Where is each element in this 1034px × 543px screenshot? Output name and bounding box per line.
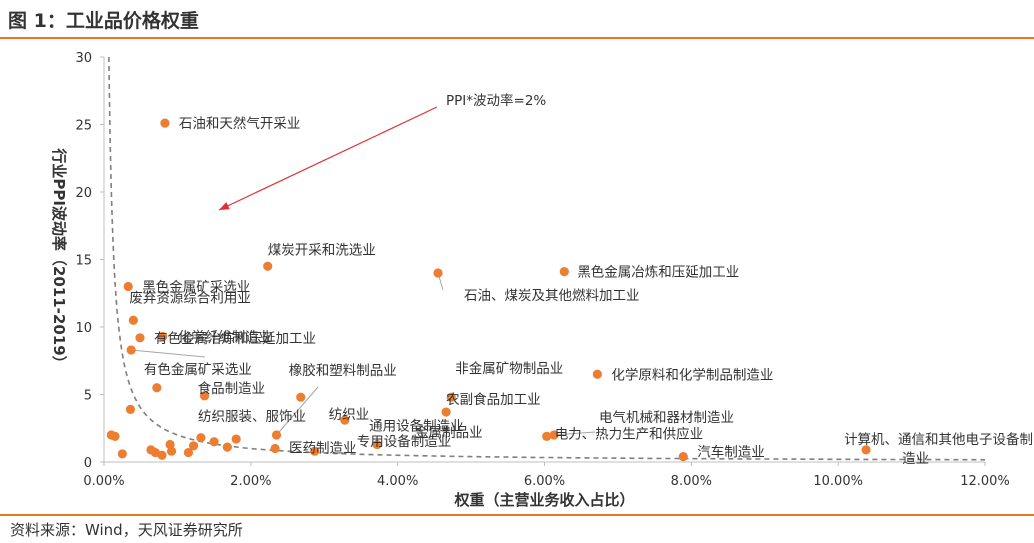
x-axis-title: 权重（主营业务收入占比） <box>453 491 634 509</box>
arrow-head <box>219 202 230 210</box>
data-label: 非金属矿物制品业 <box>455 361 563 377</box>
data-point <box>231 434 241 444</box>
data-label: 有色金属矿采选业 <box>144 361 252 378</box>
y-axis-title: 行业PPI波动率（2011-2019） <box>50 147 68 370</box>
data-point <box>542 431 552 441</box>
data-label: 煤炭开采和洗选业 <box>268 242 376 258</box>
data-label: 电气机械和器材制造业 <box>599 410 734 426</box>
x-tick-label: 0.00% <box>83 474 124 489</box>
data-point <box>123 281 133 292</box>
data-point <box>549 430 559 440</box>
x-tick-label: 10.00% <box>813 474 863 489</box>
data-point <box>152 383 162 393</box>
data-point <box>110 431 120 441</box>
x-tick-label: 12.00% <box>960 474 1010 489</box>
reference-curve-layer <box>108 56 986 461</box>
data-label: 金属制品业 <box>415 425 483 441</box>
data-label: 橡胶和塑料制品业 <box>289 362 397 379</box>
bottom-divider <box>0 514 1034 516</box>
y-tick-label: 10 <box>75 321 92 336</box>
data-label: 石油、煤炭及其他燃料加工业 <box>464 287 640 304</box>
data-point <box>441 407 451 417</box>
data-label: 有色金属冶炼和压延加工业 <box>154 330 316 347</box>
top-divider <box>0 37 1034 39</box>
data-label: 专用设备制造业 <box>357 433 452 450</box>
x-tick-label: 6.00% <box>524 474 565 489</box>
data-label: 医药制造业 <box>289 441 357 457</box>
data-point <box>678 452 688 462</box>
data-label: 电力、热力生产和供应业 <box>555 425 704 442</box>
data-label: 计算机、通信和其他电子设备制造业 <box>844 431 1033 467</box>
data-point <box>433 268 443 278</box>
data-point <box>263 261 273 271</box>
data-point <box>271 430 282 440</box>
y-tick-label: 25 <box>75 119 92 134</box>
data-label: 石油和天然气开采业 <box>179 115 301 132</box>
x-tick-label: 4.00% <box>377 474 418 489</box>
data-point <box>196 433 206 443</box>
y-tick-label: 15 <box>75 254 92 269</box>
data-label: 化学原料和化学制品制造业 <box>611 367 773 383</box>
data-label: 纺织服装、服饰业 <box>198 409 306 425</box>
data-point <box>372 439 382 450</box>
annotation: PPI*波动率=2% <box>218 92 546 211</box>
data-point <box>160 118 170 128</box>
reference-curve <box>108 56 986 461</box>
data-label: 黑色金属矿采选业 <box>142 279 250 296</box>
data-point <box>270 443 280 454</box>
data-point <box>592 369 602 379</box>
data-label: 汽车制造业 <box>697 444 765 461</box>
y-tick-label: 5 <box>84 389 92 404</box>
y-tick-label: 0 <box>84 456 92 471</box>
axes: 0.00% 2.00% 4.00% 6.00% 8.00% 10.00% 12.00% 0 5 1… <box>50 51 1010 509</box>
data-point <box>188 441 199 451</box>
x-tick-label: 8.00% <box>671 474 712 489</box>
y-tick-label: 20 <box>75 186 92 201</box>
data-point <box>126 345 136 355</box>
data-point <box>183 447 194 458</box>
data-label: 黑色金属冶炼和压延加工业 <box>577 264 739 281</box>
data-point <box>135 333 145 343</box>
data-point <box>861 445 871 455</box>
data-points <box>106 118 871 462</box>
data-point <box>128 315 138 325</box>
figure-title: 图 1：工业品价格权重 <box>8 10 199 32</box>
source-note: 资料来源：Wind，天风证券研究所 <box>10 521 243 539</box>
x-tick-label: 2.00% <box>230 474 271 489</box>
data-point <box>559 267 569 277</box>
data-point <box>222 442 232 452</box>
data-label: 食品制造业 <box>198 380 265 397</box>
data-point <box>310 446 320 456</box>
data-point <box>117 449 127 459</box>
leader-line <box>276 386 319 436</box>
data-point <box>199 391 210 401</box>
data-point <box>166 446 177 456</box>
data-point <box>157 450 167 460</box>
data-point <box>125 404 136 414</box>
leader-line <box>554 431 596 436</box>
annotation-label: PPI*波动率=2% <box>446 92 546 109</box>
data-point <box>209 437 219 447</box>
data-point <box>340 415 350 425</box>
annotation-arrow <box>218 106 438 211</box>
leader-line <box>131 349 206 358</box>
y-tick-label: 30 <box>75 51 92 66</box>
data-point <box>296 392 306 402</box>
data-label: 通用设备制造业 <box>369 417 464 434</box>
data-label: 化学纤维制造业 <box>178 329 273 345</box>
data-label: 纺织业 <box>329 407 370 423</box>
data-point <box>158 331 168 342</box>
data-label: 农副食品加工业 <box>446 391 541 408</box>
data-point <box>446 392 456 402</box>
data-label: 废弃资源综合利用业 <box>129 290 251 306</box>
